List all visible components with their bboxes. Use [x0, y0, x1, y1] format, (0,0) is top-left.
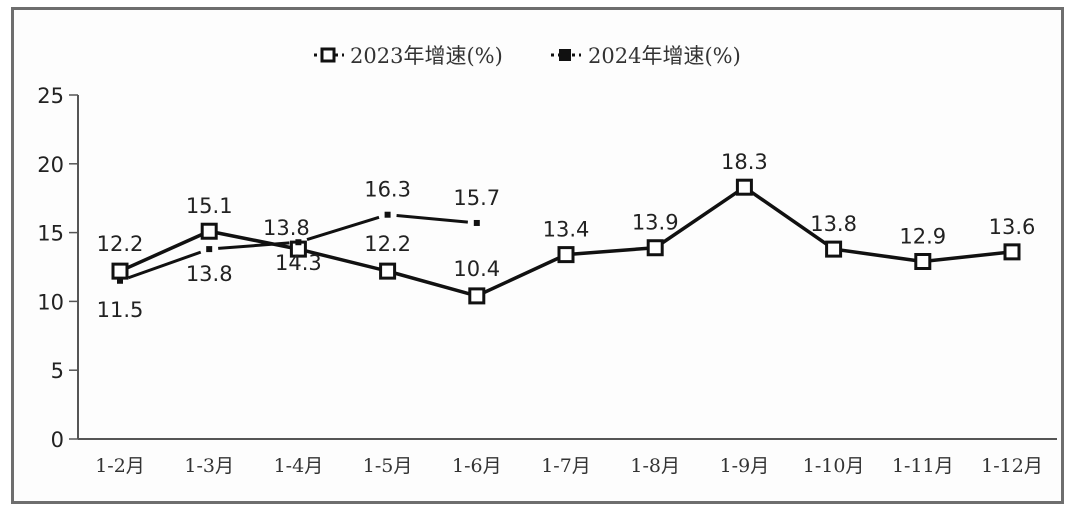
legend-item-2023: 2023年增速(%)	[314, 44, 503, 68]
data-label-2024: 14.3	[275, 251, 322, 275]
data-label-2023: 10.4	[453, 257, 500, 281]
x-tick-label: 1-2月	[95, 455, 145, 477]
data-point-2023	[200, 222, 218, 240]
x-tick-label: 1-9月	[720, 455, 770, 477]
data-label-2023: 13.4	[543, 218, 590, 242]
data-point-2023	[735, 178, 753, 196]
x-tick-label: 1-5月	[363, 455, 413, 477]
data-point-2023	[646, 239, 664, 257]
data-label-2023: 15.1	[186, 194, 233, 218]
data-label-2023: 13.8	[810, 212, 857, 236]
data-label-2024: 11.5	[97, 298, 144, 322]
x-tick-label: 1-8月	[630, 455, 680, 477]
data-point-2024	[295, 239, 302, 246]
y-tick-label: 20	[37, 153, 64, 177]
y-tick-label: 10	[37, 290, 64, 314]
x-tick-label: 1-7月	[541, 455, 591, 477]
x-tick-label: 1-10月	[803, 455, 865, 477]
series-2023: 12.2 15.1 13.8 12.2 10.4 13.4 13.9 18.3 13.8 12.9…	[97, 150, 1036, 305]
data-label-2024: 13.8	[186, 262, 233, 286]
data-point-2023	[379, 262, 397, 280]
data-point-2023	[1003, 243, 1021, 261]
filled-square-icon	[559, 49, 571, 61]
hollow-square-icon	[320, 47, 336, 63]
data-label-2023: 12.2	[97, 232, 144, 256]
data-point-2024	[384, 211, 391, 218]
y-tick-label: 15	[37, 222, 64, 246]
data-label-2023: 12.9	[899, 224, 946, 248]
axes: 0 5 10 15 20 25 1-2月 1-3月 1-4月 1-5月 1-6月 1-7月 1-8月 1-…	[37, 84, 1057, 477]
line-2024	[218, 241, 290, 250]
x-tick-label: 1-4月	[274, 455, 324, 477]
x-tick-label: 1-12月	[981, 455, 1043, 477]
legend: 2023年增速(%) 2024年增速(%)	[314, 44, 741, 68]
x-tick-label: 1-6月	[452, 455, 502, 477]
data-label-2023: 18.3	[721, 150, 768, 174]
data-label-2023: 12.2	[364, 232, 411, 256]
legend-item-2024: 2024年增速(%)	[551, 44, 741, 68]
data-point-2023	[825, 240, 843, 258]
line-2024	[127, 250, 202, 280]
data-point-2023	[111, 262, 129, 280]
y-tick-label: 5	[51, 359, 64, 383]
data-point-2023	[914, 252, 932, 270]
data-label-2024: 16.3	[364, 178, 411, 202]
y-tick-label: 0	[51, 428, 64, 452]
x-tick-label: 1-11月	[892, 455, 954, 477]
line-2024	[306, 215, 380, 242]
legend-label-2023: 2023年增速(%)	[350, 44, 503, 68]
data-label-2023: 13.9	[632, 211, 679, 235]
data-label-2023: 13.8	[263, 216, 310, 240]
line-2024	[396, 214, 468, 224]
data-point-2023	[557, 246, 575, 264]
data-label-2024: 15.7	[453, 186, 500, 210]
legend-label-2024: 2024年增速(%)	[588, 44, 741, 68]
data-point-2024	[117, 277, 123, 284]
series: 12.2 15.1 13.8 12.2 10.4 13.4 13.9 18.3 13.8 12.9…	[97, 150, 1036, 322]
data-point-2023	[468, 287, 486, 305]
x-tick-label: 1-3月	[184, 455, 234, 477]
data-label-2023: 13.6	[989, 215, 1036, 239]
data-point-2024	[473, 219, 480, 226]
series-2024: 11.5 13.8 14.3 16.3 15.7	[97, 178, 501, 322]
y-tick-label: 25	[37, 84, 64, 108]
data-point-2024	[206, 246, 213, 253]
